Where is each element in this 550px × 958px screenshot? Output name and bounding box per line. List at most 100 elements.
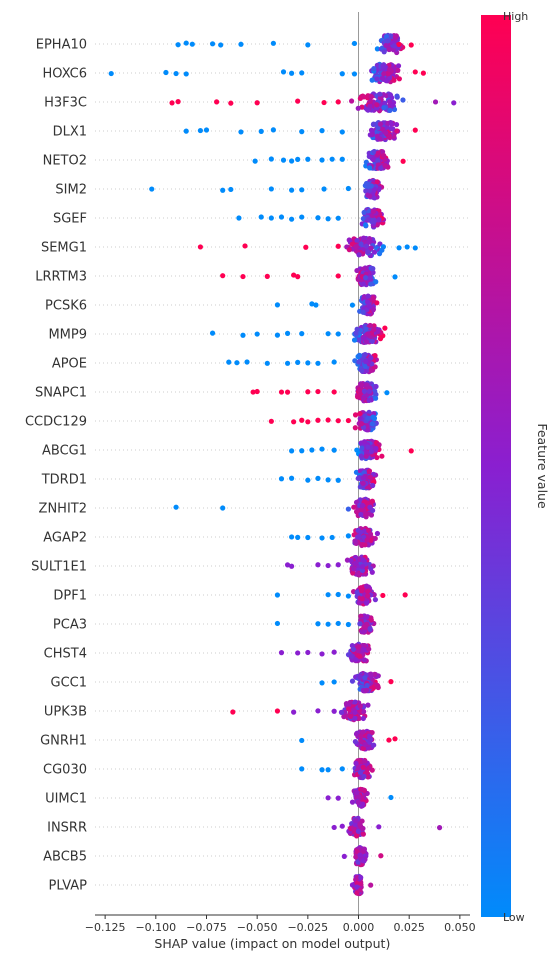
shap-point [358, 453, 364, 459]
shap-point [396, 245, 402, 251]
shap-point [349, 98, 355, 104]
shap-point [291, 272, 297, 278]
shap-point [268, 186, 274, 192]
shap-point [291, 419, 297, 425]
feature-label: TDRD1 [41, 473, 87, 488]
shap-point [295, 156, 301, 162]
shap-point [345, 706, 352, 712]
shap-point [364, 537, 370, 543]
shap-point [325, 767, 331, 773]
shap-point [361, 209, 367, 216]
shap-point [373, 383, 379, 390]
shap-point [359, 564, 366, 570]
feature-label: SULT1E1 [31, 560, 87, 575]
shap-point [299, 766, 305, 772]
shap-point [339, 129, 345, 135]
shap-point [353, 854, 359, 860]
shap-point [381, 152, 387, 159]
shap-point [345, 506, 351, 512]
x-tick-label: −0.125 [85, 921, 126, 934]
shap-point [361, 628, 368, 634]
shap-point [366, 304, 373, 310]
shap-point [369, 132, 376, 138]
shap-point [358, 733, 364, 739]
shap-point [335, 620, 341, 627]
feature-label: LRRTM3 [35, 270, 87, 285]
shap-point [360, 831, 366, 837]
shap-point [291, 709, 297, 715]
shap-point [368, 736, 374, 743]
shap-point [371, 66, 377, 72]
shap-point [305, 156, 311, 162]
shap-point [354, 237, 360, 244]
shap-point [368, 355, 374, 361]
shap-point [366, 388, 372, 395]
shap-point [350, 570, 356, 576]
shap-point [274, 620, 281, 627]
feature-label: NETO2 [43, 154, 87, 169]
feature-label: SNAPC1 [35, 386, 87, 401]
shap-point [325, 417, 331, 423]
shap-point [349, 882, 356, 888]
shap-point [358, 529, 364, 535]
shap-point [321, 99, 327, 106]
shap-point [228, 186, 234, 193]
shap-point [369, 729, 375, 736]
shap-point [352, 412, 359, 418]
shap-point [329, 156, 335, 162]
shap-point [369, 498, 375, 504]
shap-point [377, 91, 383, 97]
shap-point [367, 165, 373, 171]
shap-point [284, 360, 291, 366]
shap-point [356, 534, 362, 540]
shap-point [370, 266, 376, 272]
shap-point [175, 42, 181, 48]
shap-point [355, 647, 361, 654]
shap-point [359, 503, 365, 509]
shap-point [220, 505, 226, 511]
feature-label: CHST4 [44, 647, 87, 662]
shap-point [396, 41, 402, 48]
shap-point [274, 708, 281, 714]
shap-point [365, 702, 371, 708]
shap-point [368, 671, 374, 677]
feature-label: MMP9 [48, 328, 87, 343]
shap-point [358, 874, 364, 881]
shap-point [357, 621, 363, 627]
shap-point [364, 682, 370, 689]
shap-point [289, 448, 295, 454]
shap-point [364, 511, 370, 517]
shap-point [359, 382, 365, 388]
shap-point [315, 475, 321, 481]
x-tick-label: −0.075 [186, 921, 227, 934]
shap-point [339, 71, 345, 77]
shap-point [382, 325, 388, 331]
shap-point [175, 99, 181, 105]
shap-point [335, 331, 341, 337]
shap-point [377, 336, 384, 342]
shap-point [360, 825, 366, 832]
shap-point [377, 121, 384, 127]
shap-point [325, 592, 331, 598]
shap-point [356, 252, 362, 258]
shap-point [358, 511, 364, 518]
shap-point [404, 244, 410, 250]
shap-point [365, 249, 371, 255]
shap-point [244, 359, 250, 365]
shap-point [361, 709, 367, 715]
shap-point [345, 417, 351, 424]
feature-label: HOXC6 [43, 67, 87, 82]
shap-point [209, 41, 216, 47]
shap-point [228, 100, 234, 106]
shap-point [360, 715, 366, 722]
shap-point [345, 593, 351, 599]
shap-point [338, 709, 345, 715]
shap-point [359, 367, 365, 374]
shap-point [360, 281, 366, 287]
shap-point [387, 75, 393, 81]
shap-point [289, 563, 295, 569]
shap-point [377, 136, 383, 142]
shap-point [371, 326, 377, 333]
shap-point [359, 596, 365, 602]
shap-point [299, 737, 305, 744]
